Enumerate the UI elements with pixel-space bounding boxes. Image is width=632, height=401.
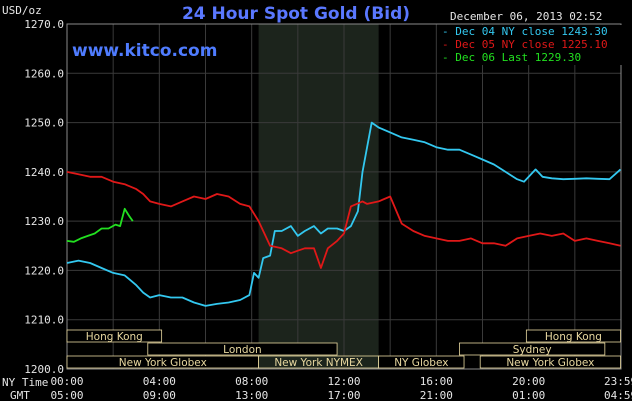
session-box: [459, 342, 606, 356]
y-tick-label: 1260.0: [24, 67, 64, 80]
x-tick-label-ny: 12:00: [327, 375, 360, 388]
x-tick-label-ny: 20:00: [512, 375, 545, 388]
session-label: New York Globex: [119, 357, 207, 369]
x-tick-label-ny: 16:00: [420, 375, 453, 388]
y-axis-unit-label: USD/oz: [2, 4, 42, 17]
x-tick-label-gmt: 21:00: [420, 389, 453, 401]
x-row-label-gmt: GMT: [10, 389, 30, 401]
x-tick-label-gmt: 05:00: [50, 389, 83, 401]
session-box: [147, 342, 338, 356]
site-watermark: www.kitco.com: [72, 41, 217, 61]
session-box: [525, 329, 621, 343]
session-box: [66, 329, 163, 343]
session-label: New York NYMEX: [274, 357, 363, 369]
x-tick-label-gmt: 01:00: [512, 389, 545, 401]
session-box: [479, 355, 621, 369]
series-line-1: [66, 171, 621, 269]
session-label: London: [223, 344, 262, 356]
x-tick-label-ny: 08:00: [235, 375, 268, 388]
y-tick-label: 1210.0: [24, 314, 64, 327]
session-label: Hong Kong: [86, 331, 143, 343]
x-row-label-ny-time: NY Time: [2, 376, 48, 389]
x-tick-label-ny: 23:59: [604, 375, 632, 388]
session-label: Sydney: [513, 344, 552, 356]
y-tick-label: 1270.0: [24, 18, 64, 31]
session-label: Hong Kong: [545, 331, 602, 343]
legend-entry-dec05: - Dec 05 NY close 1225.10: [442, 38, 608, 51]
x-tick-label-gmt: 09:00: [143, 389, 176, 401]
y-tick-label: 1230.0: [24, 215, 64, 228]
plot-border: [66, 23, 622, 370]
y-tick-label: 1240.0: [24, 166, 64, 179]
nymex-session-highlight: [258, 24, 379, 369]
session-label: NY Globex: [394, 357, 448, 369]
x-tick-label-ny: 04:00: [143, 375, 176, 388]
y-tick-label: 1200.0: [24, 363, 64, 376]
x-tick-label-gmt: 04:59: [604, 389, 632, 401]
session-label: New York Globex: [506, 357, 594, 369]
chart-title: 24 Hour Spot Gold (Bid): [182, 4, 410, 24]
y-tick-label: 1220.0: [24, 264, 64, 277]
legend-entry-dec04: - Dec 04 NY close 1243.30: [442, 25, 608, 38]
y-tick-label: 1250.0: [24, 117, 64, 130]
legend-entry-dec06: - Dec 06 Last 1229.30: [442, 51, 581, 64]
series-line-0: [66, 121, 622, 307]
series-line-2: [66, 207, 134, 243]
x-tick-label-gmt: 17:00: [327, 389, 360, 401]
legend: - Dec 04 NY close 1243.30 - Dec 05 NY cl…: [439, 25, 622, 65]
x-tick-label-gmt: 13:00: [235, 389, 268, 401]
session-box: [378, 355, 465, 369]
chart-datetime: December 06, 2013 02:52: [450, 10, 602, 23]
x-tick-label-ny: 00:00: [50, 375, 83, 388]
legend-box: [439, 25, 622, 65]
